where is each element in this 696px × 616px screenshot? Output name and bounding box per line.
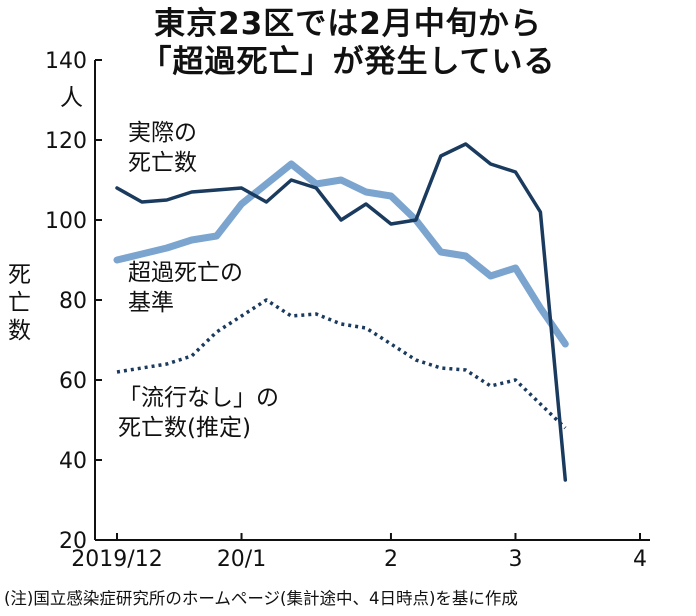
y-axis-label-char: 死: [8, 262, 31, 288]
series-label-2: 「流行なし」の死亡数(推定): [118, 385, 279, 441]
y-tick-label: 100: [45, 209, 87, 234]
y-axis-label-char: 数: [8, 318, 31, 344]
x-tick-label: 2019/12: [71, 547, 162, 572]
y-tick-label: 80: [59, 289, 87, 314]
y-tick-label: 120: [45, 129, 87, 154]
y-axis-label: 死亡数: [8, 262, 31, 344]
y-axis-label-char: 亡: [8, 290, 31, 316]
y-tick-label: 140: [45, 49, 87, 74]
source-note: (注)国立感染症研究所のホームページ(集計途中、4日時点)を基に作成: [4, 589, 518, 608]
y-ticks: 20 40 60 80 100 120 140: [45, 49, 102, 554]
series-line-1: [113, 160, 569, 348]
chart-subtitle: 「超過死亡」が発生している: [140, 44, 556, 80]
x-tick-label: 20/1: [217, 547, 266, 572]
series-label-1: 超過死亡の基準: [128, 260, 243, 316]
y-tick-label: 40: [59, 449, 87, 474]
series-line-0: [115, 142, 568, 482]
x-ticks: 2019/12 20/1 2 3 4: [71, 533, 647, 572]
chart-title: 東京23区では2月中旬から: [154, 6, 542, 42]
x-tick-label: 4: [633, 547, 647, 572]
y-unit-label: 人: [60, 85, 83, 111]
series-group: [113, 142, 569, 482]
x-tick-label: 2: [384, 547, 398, 572]
x-tick-label: 3: [508, 547, 522, 572]
series-label-0: 実際の死亡数: [128, 120, 197, 176]
y-tick-label: 20: [59, 529, 87, 554]
y-tick-label: 60: [59, 369, 87, 394]
